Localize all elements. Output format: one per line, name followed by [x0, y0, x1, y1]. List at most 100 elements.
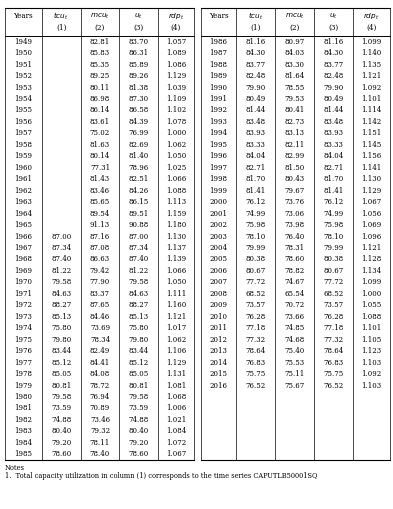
Text: 86.14: 86.14 [90, 106, 110, 115]
Text: 1995: 1995 [209, 141, 228, 149]
Text: 1.135: 1.135 [362, 61, 382, 69]
Text: 86.98: 86.98 [90, 95, 110, 103]
Text: 81.22: 81.22 [51, 267, 72, 275]
Text: 1.006: 1.006 [166, 405, 186, 412]
Text: 84.41: 84.41 [90, 359, 110, 366]
Text: 77.90: 77.90 [90, 278, 110, 287]
Text: 1966: 1966 [15, 233, 33, 241]
Text: 81.50: 81.50 [285, 164, 305, 172]
Text: 83.77: 83.77 [324, 61, 344, 69]
Text: 1.128: 1.128 [362, 256, 382, 264]
Text: 1.055: 1.055 [362, 301, 382, 309]
Text: $mcu_t$: $mcu_t$ [285, 12, 305, 21]
Text: 1.131: 1.131 [166, 370, 186, 378]
Text: 79.20: 79.20 [51, 439, 72, 447]
Text: 1993: 1993 [209, 118, 228, 126]
Text: 70.89: 70.89 [90, 405, 110, 412]
Text: 1963: 1963 [15, 198, 32, 206]
Text: 78.64: 78.64 [245, 347, 265, 355]
Text: 1.111: 1.111 [166, 290, 186, 298]
Text: 81.44: 81.44 [245, 106, 265, 115]
Text: 89.26: 89.26 [129, 72, 149, 80]
Text: 1.180: 1.180 [166, 221, 186, 229]
Text: 77.32: 77.32 [245, 335, 265, 344]
Text: 82.48: 82.48 [245, 72, 265, 80]
Text: 81.38: 81.38 [129, 83, 149, 92]
Text: 83.46: 83.46 [90, 187, 110, 195]
Text: 79.80: 79.80 [51, 335, 72, 344]
Text: Years: Years [14, 12, 33, 20]
Text: 1.069: 1.069 [362, 221, 382, 229]
Text: 73.59: 73.59 [129, 405, 149, 412]
Text: 2003: 2003 [209, 233, 228, 241]
Text: 68.52: 68.52 [324, 290, 344, 298]
Text: 76.12: 76.12 [245, 198, 265, 206]
Text: 83.48: 83.48 [324, 118, 344, 126]
Text: 79.42: 79.42 [90, 267, 110, 275]
Text: 82.73: 82.73 [285, 118, 305, 126]
Text: (2): (2) [289, 24, 300, 32]
Text: 83.61: 83.61 [90, 118, 110, 126]
Text: 78.82: 78.82 [285, 267, 305, 275]
Text: 1.099: 1.099 [362, 38, 382, 46]
Text: 1.096: 1.096 [362, 233, 382, 241]
Text: 74.88: 74.88 [129, 416, 149, 424]
Text: 87.16: 87.16 [90, 233, 110, 241]
Text: 82.51: 82.51 [129, 175, 149, 183]
Text: 76.52: 76.52 [245, 382, 265, 389]
Text: 2001: 2001 [209, 210, 228, 218]
Text: 83.33: 83.33 [245, 141, 265, 149]
Text: 83.33: 83.33 [324, 141, 344, 149]
Text: 85.35: 85.35 [90, 61, 110, 69]
Text: 79.58: 79.58 [51, 393, 72, 401]
Text: 1968: 1968 [15, 256, 33, 264]
Text: 1.  Total capacity utilization in column (1) corresponds to the time series CAPU: 1. Total capacity utilization in column … [5, 472, 318, 480]
Text: $rdp_t$: $rdp_t$ [168, 11, 184, 21]
Text: (4): (4) [171, 24, 181, 32]
Text: 2002: 2002 [209, 221, 228, 229]
Text: 80.67: 80.67 [245, 267, 265, 275]
Text: 74.99: 74.99 [324, 210, 344, 218]
Text: 1.145: 1.145 [362, 141, 382, 149]
Text: 1.092: 1.092 [362, 370, 382, 378]
Text: 81.16: 81.16 [324, 38, 344, 46]
Text: 1954: 1954 [15, 95, 33, 103]
Text: 73.76: 73.76 [285, 198, 305, 206]
Text: 1.072: 1.072 [166, 439, 186, 447]
Text: 84.39: 84.39 [129, 118, 149, 126]
Text: 82.49: 82.49 [90, 347, 110, 355]
Text: 1998: 1998 [209, 175, 228, 183]
Text: 75.75: 75.75 [245, 370, 265, 378]
Text: 1.113: 1.113 [166, 198, 186, 206]
Text: 1974: 1974 [15, 324, 33, 332]
Text: 78.11: 78.11 [90, 439, 110, 447]
Text: 89.51: 89.51 [129, 210, 149, 218]
Text: 84.30: 84.30 [324, 49, 344, 57]
Text: 81.70: 81.70 [324, 175, 344, 183]
Text: Years: Years [209, 12, 228, 20]
Text: 79.90: 79.90 [245, 83, 265, 92]
Text: 83.30: 83.30 [285, 61, 305, 69]
Text: 1.039: 1.039 [166, 83, 186, 92]
Text: 1977: 1977 [15, 359, 33, 366]
Text: 1.050: 1.050 [166, 152, 186, 160]
Text: 89.25: 89.25 [90, 72, 110, 80]
Text: 1960: 1960 [15, 164, 33, 172]
Text: 90.88: 90.88 [129, 221, 149, 229]
Text: 2015: 2015 [209, 370, 228, 378]
Text: (1): (1) [56, 24, 66, 32]
Text: 1.088: 1.088 [362, 313, 382, 321]
Text: 1984: 1984 [15, 439, 33, 447]
Text: 82.71: 82.71 [245, 164, 265, 172]
Text: 80.41: 80.41 [285, 106, 305, 115]
Text: 80.14: 80.14 [90, 152, 110, 160]
Text: 86.15: 86.15 [129, 198, 149, 206]
Text: 1.025: 1.025 [166, 164, 186, 172]
Text: 2010: 2010 [209, 313, 228, 321]
Text: 79.99: 79.99 [245, 244, 265, 252]
Text: 78.72: 78.72 [90, 382, 110, 389]
Text: 80.40: 80.40 [51, 428, 72, 435]
Text: 76.83: 76.83 [324, 359, 344, 366]
Text: 1.000: 1.000 [166, 129, 186, 137]
Text: 73.57: 73.57 [245, 301, 265, 309]
